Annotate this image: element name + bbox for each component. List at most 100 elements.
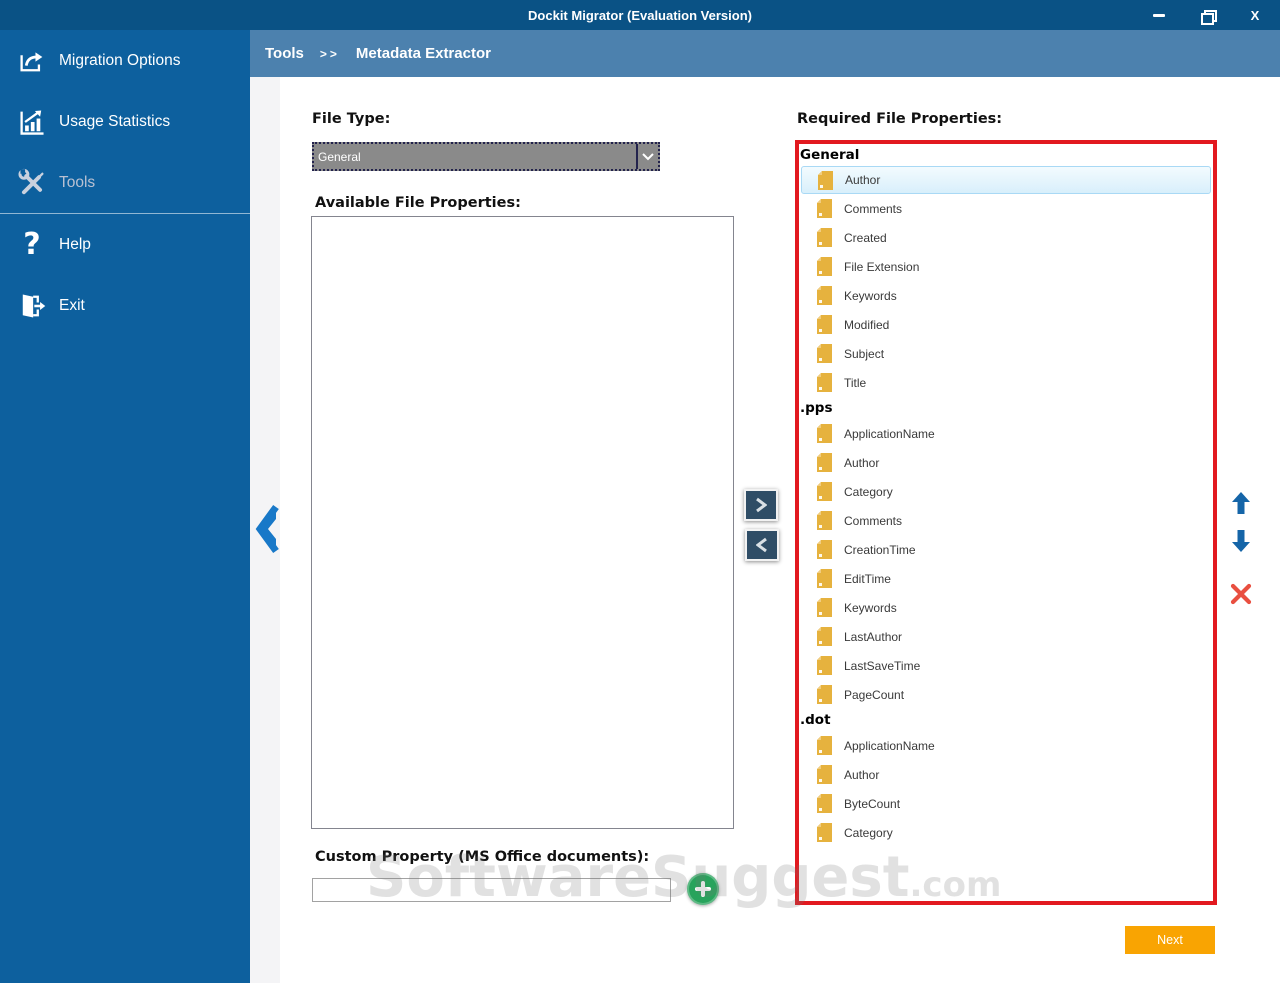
document-icon: [817, 482, 832, 501]
document-icon: [817, 765, 832, 784]
property-item[interactable]: Author: [799, 760, 1213, 789]
help-icon: ?: [23, 227, 41, 262]
required-properties-list[interactable]: General Author Comments Created File Extensi…: [795, 140, 1217, 905]
move-down-button[interactable]: [1227, 527, 1255, 555]
custom-property-label: Custom Property (MS Office documents):: [315, 849, 650, 865]
property-item-label: Keywords: [844, 288, 897, 303]
sidebar-item-help[interactable]: ? Help: [0, 214, 250, 275]
available-properties-list[interactable]: [311, 216, 734, 829]
property-item-label: Subject: [844, 346, 885, 361]
property-item-label: LastAuthor: [844, 629, 903, 644]
property-item[interactable]: ApplicationName: [799, 419, 1213, 448]
property-item[interactable]: Keywords: [799, 281, 1213, 310]
property-item[interactable]: Author: [801, 166, 1211, 194]
file-type-dropdown[interactable]: General: [312, 142, 660, 171]
next-button[interactable]: Next: [1125, 926, 1215, 954]
property-item[interactable]: Keywords: [799, 593, 1213, 622]
sidebar-item-exit[interactable]: Exit: [0, 275, 250, 336]
document-icon: [817, 627, 832, 646]
document-icon: [817, 736, 832, 755]
property-item-label: ByteCount: [844, 796, 901, 811]
main-content: File Type: General Available File Proper…: [250, 77, 1280, 983]
document-icon: [817, 453, 832, 472]
required-properties-label: Required File Properties:: [797, 111, 1003, 127]
property-item-label: Author: [844, 455, 880, 470]
property-item[interactable]: Comments: [799, 194, 1213, 223]
property-item-label: Author: [845, 173, 881, 187]
exit-icon: [13, 287, 51, 325]
custom-property-input[interactable]: [312, 878, 671, 902]
property-item[interactable]: ByteCount: [799, 789, 1213, 818]
property-item[interactable]: EditTime: [799, 564, 1213, 593]
move-up-button[interactable]: [1227, 489, 1255, 517]
property-item[interactable]: ApplicationName: [799, 731, 1213, 760]
sidebar-item-usage-statistics[interactable]: Usage Statistics: [0, 91, 250, 152]
property-item[interactable]: Author: [799, 448, 1213, 477]
minimize-button[interactable]: [1148, 4, 1170, 26]
sidebar-divider: [0, 213, 250, 214]
sidebar: Migration Options Usage Statistics Tools…: [0, 30, 250, 983]
property-item[interactable]: File Extension: [799, 252, 1213, 281]
breadcrumb-separator: >>: [319, 46, 340, 61]
property-item-label: Created: [844, 230, 887, 245]
property-group-header: .dot: [800, 712, 831, 728]
breadcrumb-section[interactable]: Tools: [265, 45, 304, 62]
property-item[interactable]: Category: [799, 477, 1213, 506]
move-right-button[interactable]: [744, 489, 778, 521]
plus-icon: [695, 881, 711, 897]
property-item[interactable]: Comments: [799, 506, 1213, 535]
add-custom-property-button[interactable]: [687, 873, 719, 905]
document-icon: [817, 257, 832, 276]
property-item-label: LastSaveTime: [844, 658, 921, 673]
tools-icon: [13, 164, 51, 202]
property-item[interactable]: Subject: [799, 339, 1213, 368]
collapse-sidebar-button[interactable]: [252, 501, 282, 557]
property-item[interactable]: Title: [799, 368, 1213, 397]
document-icon: [817, 511, 832, 530]
move-left-button[interactable]: [745, 529, 779, 561]
document-icon: [817, 823, 832, 842]
sidebar-item-label: Usage Statistics: [59, 112, 171, 130]
document-icon: [817, 344, 832, 363]
property-item-label: ApplicationName: [844, 426, 935, 441]
close-button[interactable]: X: [1250, 7, 1260, 23]
property-item[interactable]: CreationTime: [799, 535, 1213, 564]
minimize-icon: [1153, 13, 1165, 17]
property-item[interactable]: Created: [799, 223, 1213, 252]
property-item-label: File Extension: [844, 259, 920, 274]
property-item-label: Modified: [844, 317, 890, 332]
property-group-header: .pps: [800, 400, 833, 416]
property-item-label: Author: [844, 767, 880, 782]
sidebar-item-label: Migration Options: [59, 51, 181, 69]
sidebar-item-migration-options[interactable]: Migration Options: [0, 30, 250, 91]
remove-property-button[interactable]: [1227, 580, 1255, 608]
migration-options-icon: [13, 42, 51, 80]
arrow-down-icon: [1232, 530, 1250, 552]
property-item[interactable]: PageCount: [799, 680, 1213, 709]
breadcrumb-page: Metadata Extractor: [355, 45, 491, 62]
sidebar-item-tools[interactable]: Tools: [0, 152, 250, 213]
document-icon: [817, 199, 832, 218]
arrow-up-icon: [1232, 492, 1250, 514]
chevron-left-icon: [255, 504, 279, 554]
document-icon: [817, 315, 832, 334]
restore-button[interactable]: [1196, 4, 1218, 26]
document-icon: [817, 685, 832, 704]
sidebar-item-label: Help: [59, 235, 91, 253]
document-icon: [818, 170, 833, 190]
property-item-label: CreationTime: [844, 542, 916, 557]
property-item[interactable]: LastAuthor: [799, 622, 1213, 651]
close-x-icon: [1230, 583, 1252, 605]
document-icon: [817, 569, 832, 588]
usage-statistics-icon: [13, 103, 51, 141]
document-icon: [817, 794, 832, 813]
property-item-label: Category: [844, 825, 893, 840]
property-item[interactable]: Category: [799, 818, 1213, 847]
title-bar: Dockit Migrator (Evaluation Version) X: [0, 0, 1280, 30]
property-item[interactable]: LastSaveTime: [799, 651, 1213, 680]
window-controls: X: [1148, 0, 1266, 30]
chevron-down-icon: [636, 144, 658, 169]
property-item-label: Title: [844, 375, 867, 390]
property-item[interactable]: Modified: [799, 310, 1213, 339]
property-item-label: EditTime: [844, 571, 891, 586]
